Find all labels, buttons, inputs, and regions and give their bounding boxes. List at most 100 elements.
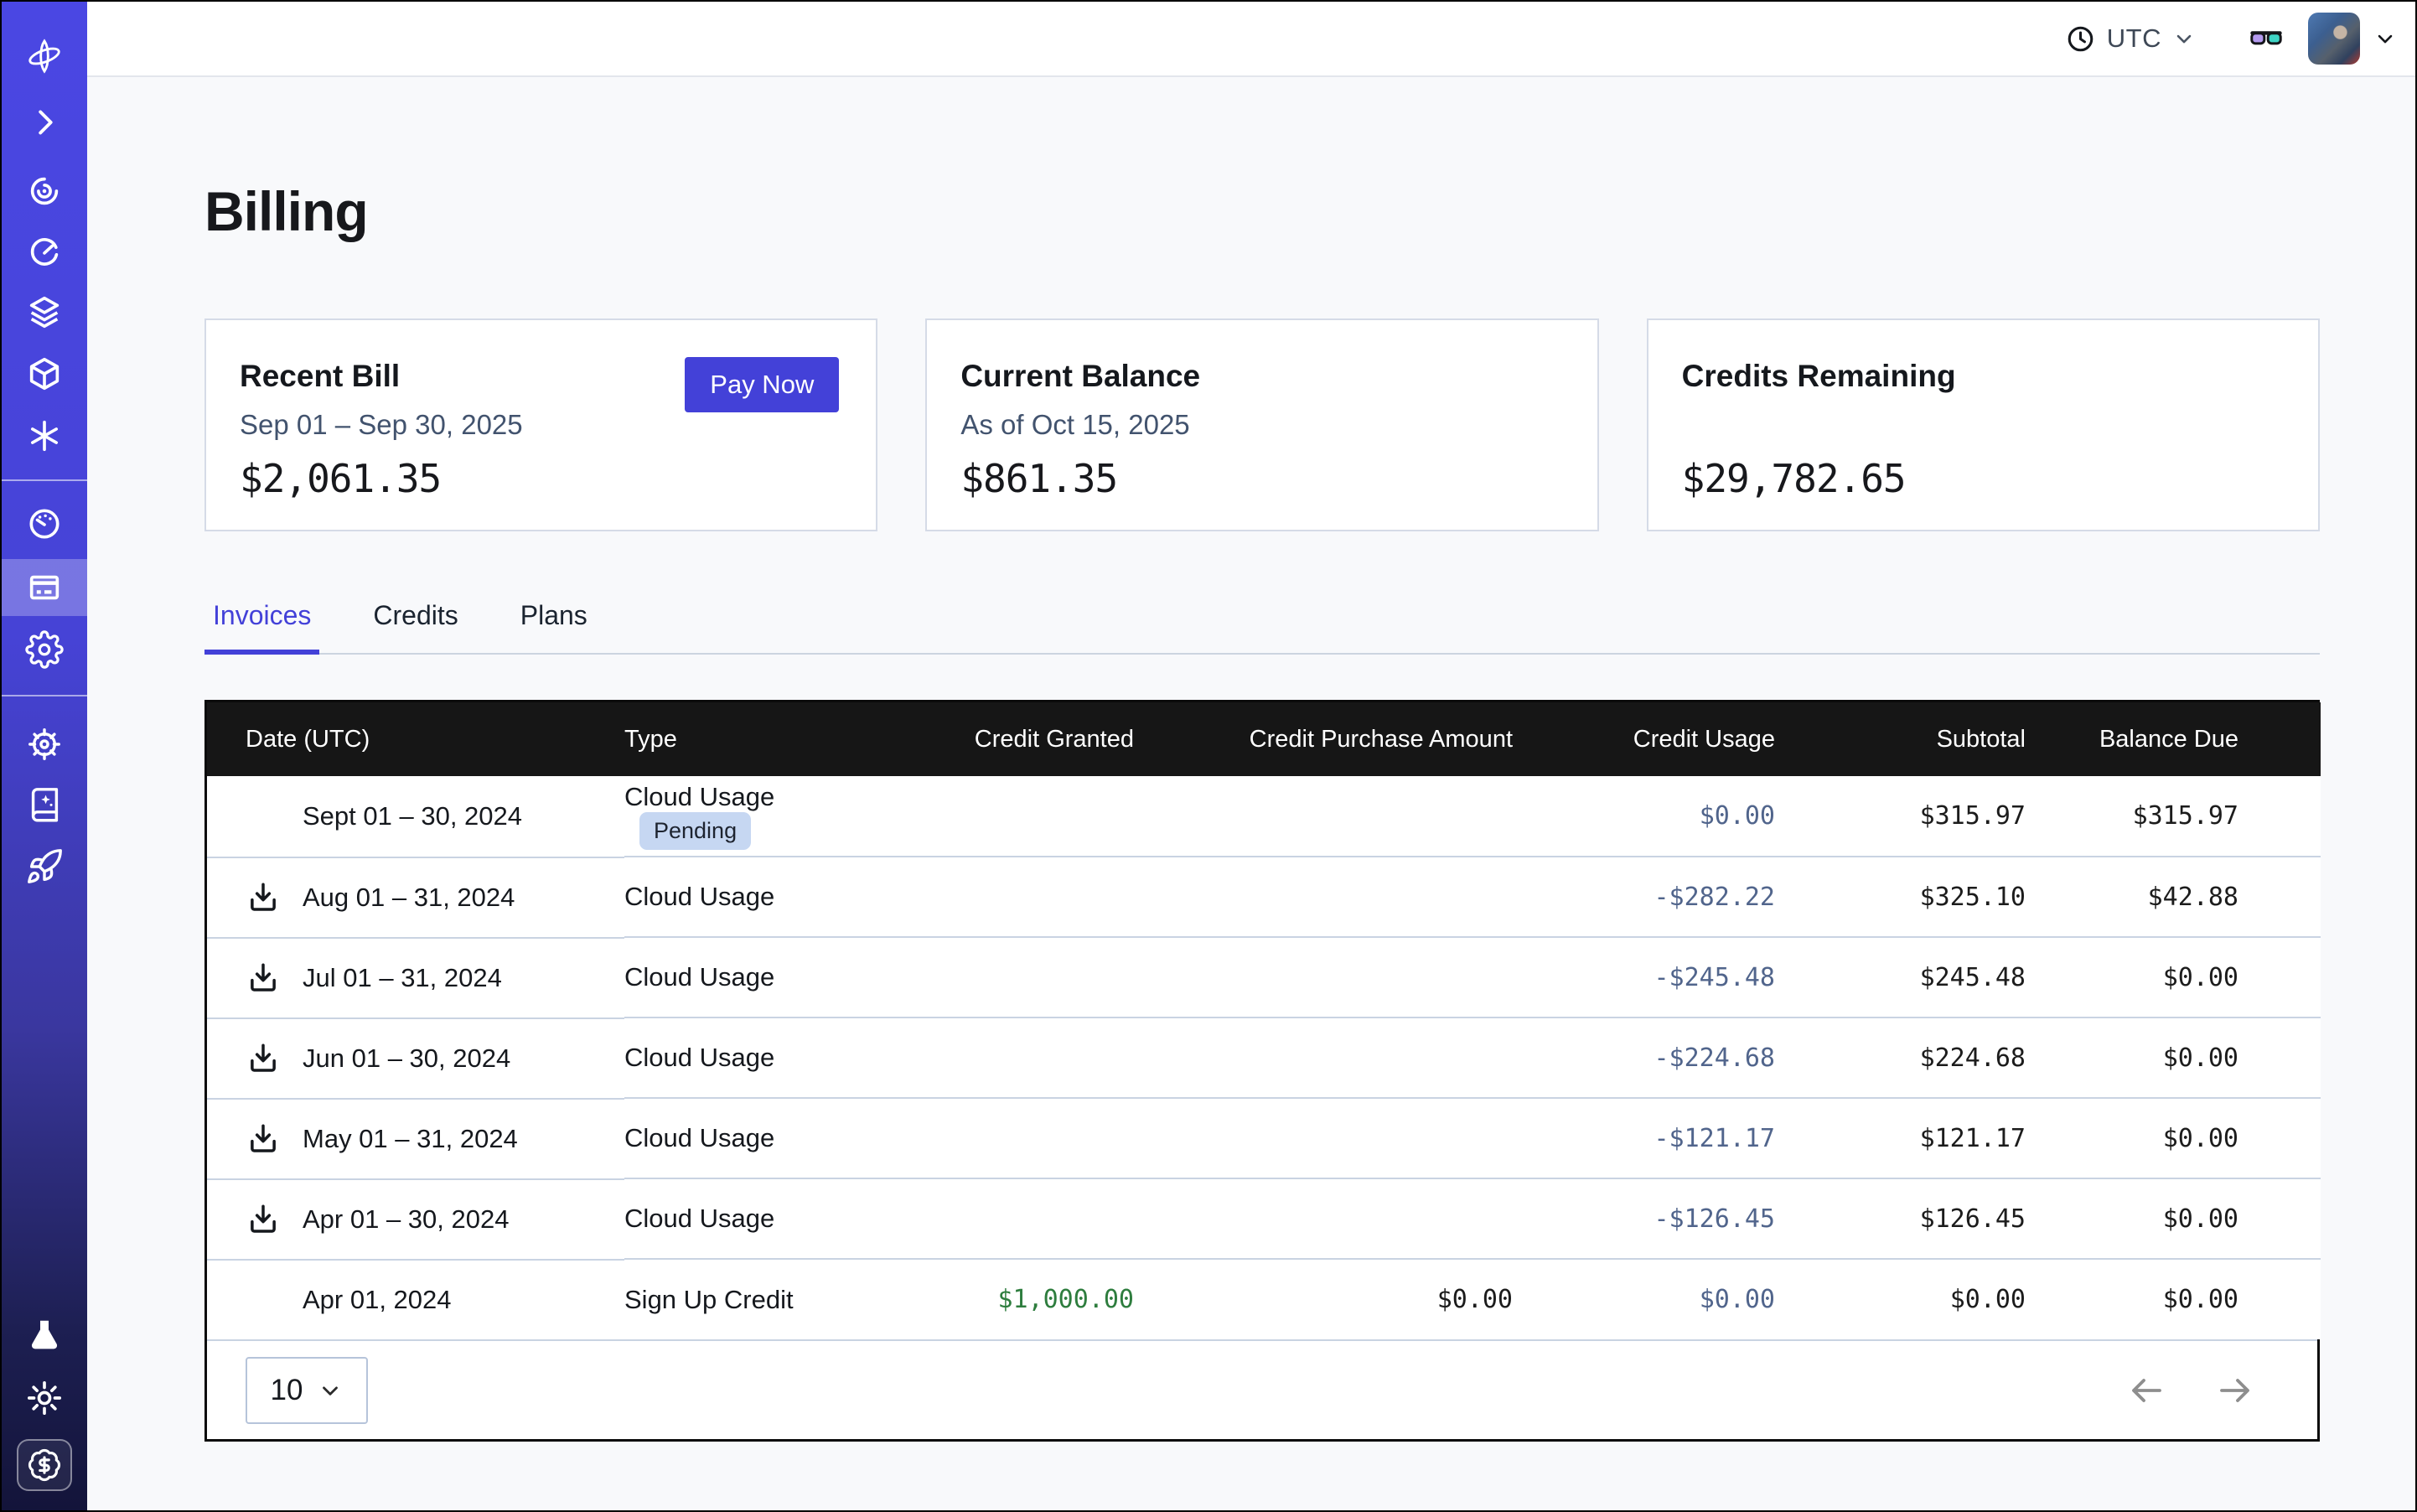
download-invoice-icon[interactable] [246, 1041, 281, 1076]
balance-due-cell: $0.00 [2026, 1017, 2321, 1098]
balance-due-cell: $0.00 [2026, 1097, 2321, 1178]
credit-usage-cell: -$282.22 [1513, 856, 1775, 937]
card-subtitle: Sep 01 – Sep 30, 2025 [240, 409, 523, 440]
expand-sidebar-icon[interactable] [2, 103, 87, 142]
column-header: Subtotal [1775, 702, 2026, 776]
layers-icon[interactable] [2, 293, 87, 331]
asterisk-icon[interactable] [2, 417, 87, 455]
invoice-row: Jul 01 – 31, 2024 Cloud Usage -$245.48 $245… [207, 936, 2321, 1017]
wheel-icon[interactable] [2, 725, 87, 764]
invoice-row: Apr 01 – 30, 2024 Cloud Usage -$126.45 $126… [207, 1178, 2321, 1259]
credits-remaining-card: Credits Remaining $29,782.65 [1646, 318, 2320, 531]
download-invoice-icon[interactable] [246, 961, 281, 996]
tab-credits[interactable]: Credits [373, 600, 458, 630]
topbar: UTC [87, 2, 2415, 77]
credit-usage-cell: -$126.45 [1513, 1178, 1775, 1259]
timezone-selector[interactable]: UTC [2065, 23, 2196, 54]
chevron-down-icon [2176, 34, 2192, 44]
tab-invoices[interactable]: Invoices [204, 595, 320, 655]
invoice-type: Cloud Usage [624, 962, 775, 992]
card-title: Credits Remaining [1681, 359, 1956, 393]
gauge-icon[interactable] [2, 505, 87, 543]
subtotal-cell: $126.45 [1775, 1178, 2026, 1259]
card-subtitle: As of Oct 15, 2025 [960, 409, 1190, 440]
invoice-type: Cloud Usage [624, 1123, 775, 1152]
logo-icon[interactable] [2, 37, 87, 75]
download-invoice-icon[interactable] [246, 1121, 281, 1157]
balance-due-cell: $315.97 [2026, 776, 2321, 857]
column-header: Balance Due [2026, 702, 2321, 776]
subtotal-cell: $315.97 [1775, 776, 2026, 857]
chevron-down-icon [323, 1386, 339, 1395]
glasses-icon[interactable] [2248, 20, 2285, 57]
timezone-label: UTC [2106, 23, 2161, 53]
rocket-icon[interactable] [2, 847, 87, 886]
flask-icon[interactable] [2, 1317, 87, 1355]
account-menu-chevron-icon[interactable] [2373, 27, 2397, 50]
main-content: Billing Recent Bill Sep 01 – Sep 30, 202… [87, 79, 2415, 1510]
credit-usage-cell: -$224.68 [1513, 1017, 1775, 1098]
invoice-row: Jun 01 – 30, 2024 Cloud Usage -$224.68 $224… [207, 1017, 2321, 1098]
credit-granted-cell: $1,000.00 [893, 1258, 1134, 1339]
credit-usage-cell: $0.00 [1513, 1258, 1775, 1339]
card-title: Recent Bill [240, 359, 401, 393]
invoice-row: May 01 – 31, 2024 Cloud Usage -$121.17 $121… [207, 1097, 2321, 1178]
previous-page-arrow-icon[interactable] [2126, 1370, 2166, 1411]
card-subtitle [1682, 409, 2281, 443]
current-balance-card: Current Balance As of Oct 15, 2025 $861.… [925, 318, 1599, 531]
credit-purchase-amount-cell [1134, 1097, 1513, 1178]
recent-bill-amount: $2,061.35 [240, 456, 442, 501]
credits-dollar-icon [28, 1449, 60, 1482]
cube-icon[interactable] [2, 355, 87, 393]
invoice-type: Cloud Usage [624, 1043, 775, 1072]
invoice-type: Cloud Usage [624, 1204, 775, 1233]
page-size-value: 10 [270, 1373, 303, 1406]
pay-now-button[interactable]: Pay Now [685, 357, 840, 412]
invoice-date: Apr 01, 2024 [303, 1285, 452, 1314]
credit-granted-cell [893, 1097, 1134, 1178]
credit-purchase-amount-cell [1134, 776, 1513, 857]
invoice-date: Jul 01 – 31, 2024 [303, 963, 502, 992]
timer-icon[interactable] [2, 232, 87, 271]
table-footer: 10 [207, 1339, 2317, 1439]
credits-remaining-amount: $29,782.65 [1681, 456, 1907, 501]
credit-usage-cell: -$245.48 [1513, 936, 1775, 1017]
settings-gear-icon[interactable] [2, 630, 87, 669]
observe-icon[interactable] [2, 172, 87, 210]
billing-icon[interactable] [2, 568, 87, 607]
sidebar-active-highlight [2, 559, 87, 616]
column-header: Date (UTC) [207, 702, 624, 776]
credit-purchase-amount-cell [1134, 936, 1513, 1017]
page-title: Billing [204, 180, 369, 242]
sidebar-divider [2, 695, 87, 696]
credit-usage-cell: -$121.17 [1513, 1097, 1775, 1178]
download-invoice-icon[interactable] [246, 880, 281, 915]
tab-plans[interactable]: Plans [520, 600, 587, 630]
balance-due-cell: $42.88 [2026, 856, 2321, 937]
docs-book-icon[interactable] [2, 785, 87, 824]
credit-purchase-amount-cell [1134, 1017, 1513, 1098]
invoice-date: Aug 01 – 31, 2024 [303, 883, 515, 912]
credit-granted-cell [893, 776, 1134, 857]
subtotal-cell: $224.68 [1775, 1017, 2026, 1098]
page-size-select[interactable]: 10 [246, 1356, 368, 1424]
subtotal-cell: $325.10 [1775, 856, 2026, 937]
avatar[interactable] [2308, 13, 2360, 65]
sun-icon[interactable] [2, 1379, 87, 1417]
credits-dollar-button[interactable] [17, 1439, 72, 1491]
table-header-row: Date (UTC) Type Credit Granted Credit Purch… [207, 702, 2321, 776]
balance-due-cell: $0.00 [2026, 1258, 2321, 1339]
balance-due-cell: $0.00 [2026, 936, 2321, 1017]
next-page-arrow-icon[interactable] [2215, 1370, 2255, 1411]
invoice-row: Sept 01 – 30, 2024 Cloud UsagePending $0.0… [207, 776, 2321, 857]
invoice-type: Sign Up Credit [624, 1284, 794, 1314]
credit-granted-cell [893, 936, 1134, 1017]
current-balance-amount: $861.35 [960, 456, 1118, 501]
credit-granted-cell [893, 856, 1134, 937]
invoice-type: Cloud Usage [624, 782, 775, 811]
download-invoice-icon[interactable] [246, 1202, 281, 1237]
pagination-controls [2126, 1370, 2255, 1411]
card-title: Current Balance [960, 359, 1201, 393]
recent-bill-card: Recent Bill Sep 01 – Sep 30, 2025 $2,061… [204, 318, 878, 531]
